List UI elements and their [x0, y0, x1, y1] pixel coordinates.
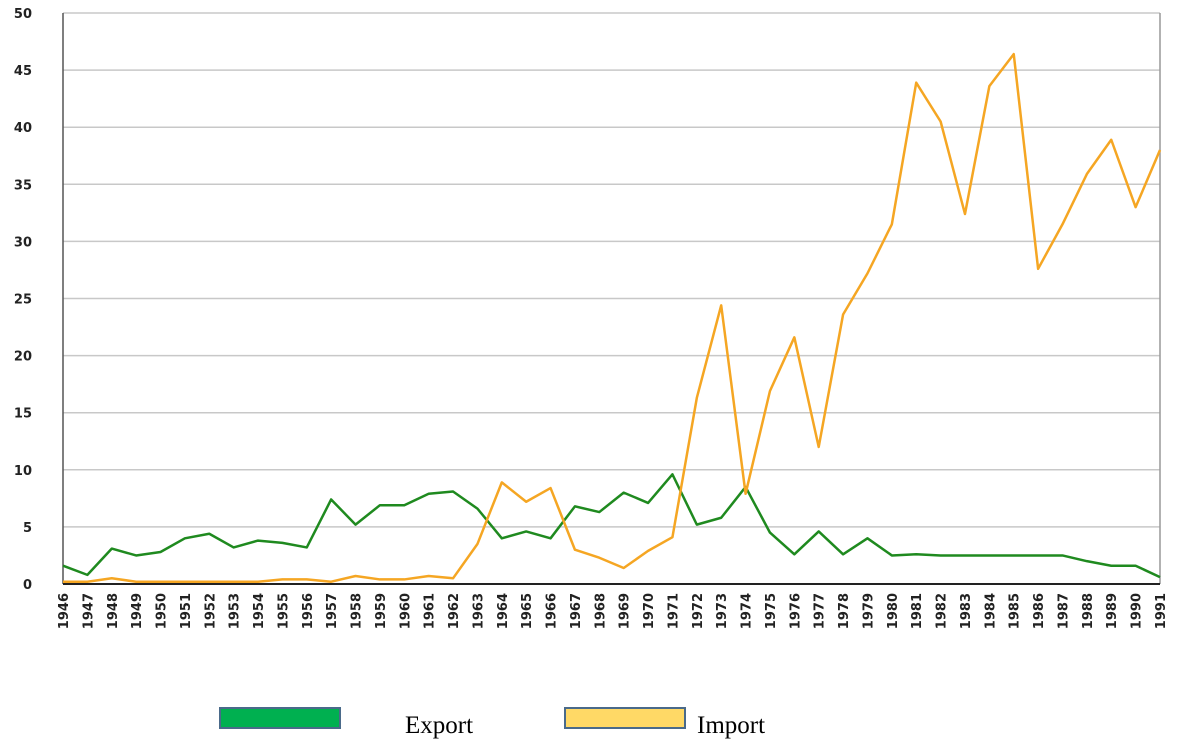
y-tick-label: 45: [14, 64, 32, 79]
x-tick-label: 1955: [276, 593, 291, 629]
legend-label: Import: [697, 712, 765, 739]
x-tick-label: 1965: [520, 593, 535, 629]
x-tick-label: 1979: [861, 593, 876, 629]
y-tick-label: 20: [14, 350, 32, 365]
x-tick-label: 1973: [715, 593, 730, 629]
y-tick-label: 50: [14, 7, 32, 22]
y-tick-label: 30: [14, 235, 32, 250]
legend-swatch: [219, 707, 341, 729]
x-tick-label: 1950: [155, 593, 170, 629]
x-tick-label: 1957: [325, 593, 340, 629]
y-tick-label: 25: [14, 293, 32, 308]
x-tick-label: 1954: [252, 593, 267, 629]
x-tick-label: 1977: [813, 593, 828, 629]
x-tick-label: 1967: [569, 593, 584, 629]
x-tick-label: 1961: [423, 593, 438, 629]
x-tick-label: 1980: [886, 593, 901, 629]
x-tick-label: 1983: [959, 593, 974, 629]
x-tick-label: 1982: [935, 593, 950, 629]
x-tick-label: 1986: [1032, 593, 1047, 629]
x-tick-label: 1958: [350, 593, 365, 629]
x-tick-label: 1981: [910, 593, 925, 629]
x-tick-label: 1960: [398, 593, 413, 629]
x-tick-label: 1969: [618, 593, 633, 629]
x-tick-label: 1951: [179, 593, 194, 629]
x-tick-label: 1978: [837, 593, 852, 629]
x-tick-label: 1952: [203, 593, 218, 629]
x-tick-label: 1963: [471, 593, 486, 629]
x-tick-label: 1990: [1130, 593, 1145, 629]
x-tick-label: 1974: [740, 593, 755, 629]
y-tick-label: 40: [14, 121, 32, 136]
x-tick-label: 1946: [57, 593, 72, 629]
x-tick-label: 1975: [764, 593, 779, 629]
series-line: [63, 52, 1162, 583]
y-tick-label: 35: [14, 178, 32, 193]
y-tick-label: 0: [23, 578, 32, 593]
x-tick-label: 1970: [642, 593, 657, 629]
x-tick-label: 1976: [788, 593, 803, 629]
y-tick-label: 5: [23, 521, 32, 536]
x-tick-label: 1964: [496, 593, 511, 629]
x-tick-label: 1987: [1056, 593, 1071, 629]
y-tick-label: 15: [14, 407, 32, 422]
y-tick-label: 10: [14, 464, 32, 479]
x-tick-label: 1971: [666, 593, 681, 629]
x-tick-label: 1959: [374, 593, 389, 629]
x-tick-label: 1956: [301, 593, 316, 629]
x-tick-label: 1989: [1105, 593, 1120, 629]
x-tick-label: 1984: [983, 593, 998, 629]
legend-label: Export: [405, 712, 473, 739]
x-tick-label: 1991: [1154, 593, 1169, 629]
x-tick-label: 1968: [593, 593, 608, 629]
series-line: [62, 473, 1161, 579]
x-tick-label: 1966: [545, 593, 560, 629]
x-tick-label: 1948: [106, 593, 121, 629]
x-tick-label: 1949: [130, 593, 145, 629]
x-tick-label: 1953: [228, 593, 243, 629]
x-tick-label: 1972: [691, 593, 706, 629]
legend-swatch: [564, 707, 686, 729]
x-tick-label: 1947: [81, 593, 96, 629]
x-tick-label: 1988: [1081, 593, 1096, 629]
x-tick-label: 1985: [1008, 593, 1023, 629]
x-tick-label: 1962: [447, 593, 462, 629]
